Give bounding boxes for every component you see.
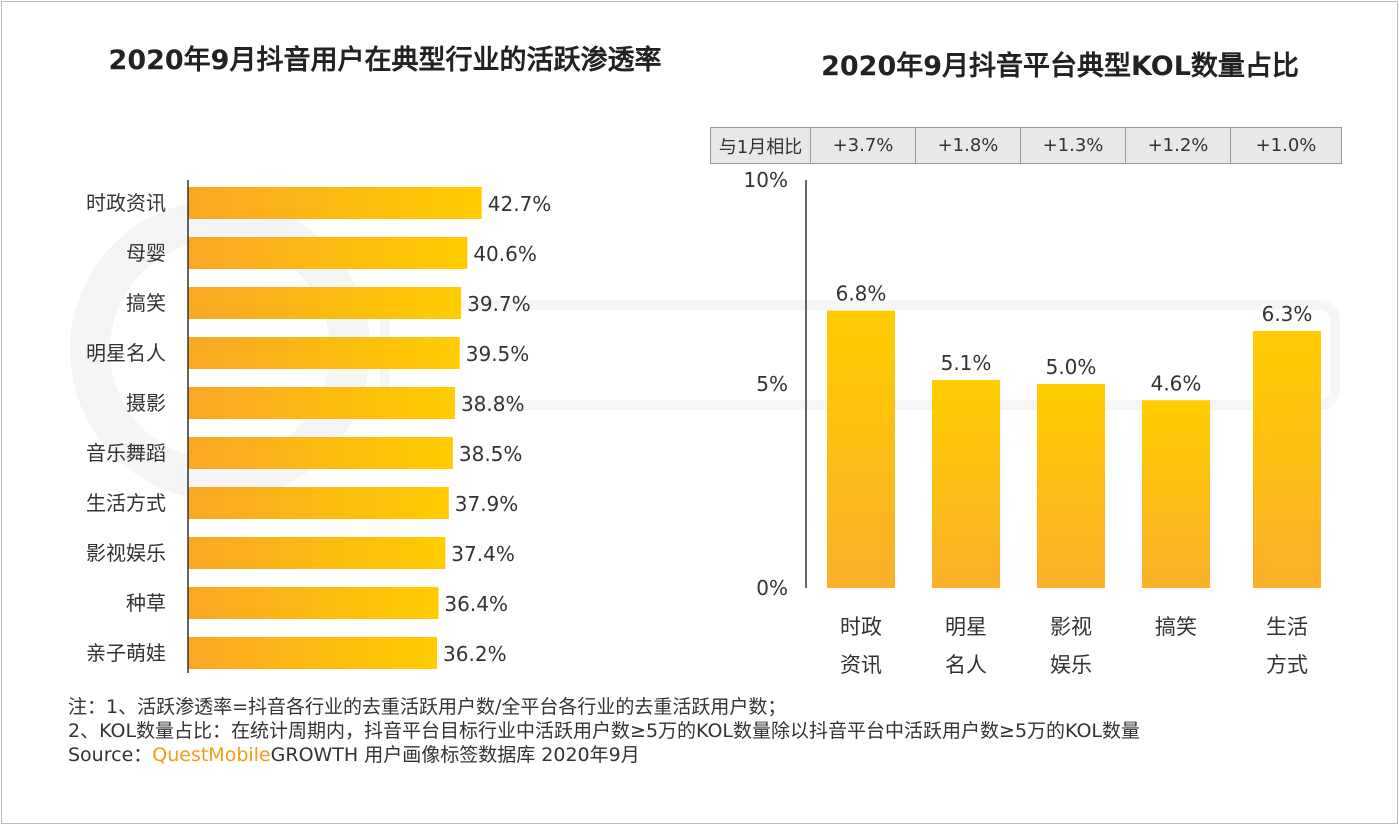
bar [188, 337, 460, 369]
category-label: 母婴 [126, 241, 166, 265]
y-tick-label: 0% [756, 576, 788, 600]
category-label: 明星 [945, 615, 987, 639]
category-label: 时政资讯 [86, 191, 166, 215]
category-label: 方式 [1266, 653, 1308, 677]
category-label: 时政 [840, 615, 882, 639]
notes: 注：1、活跃渗透率=抖音各行业的去重活跃用户数/全平台各行业的去重活跃用户数； … [68, 695, 1308, 767]
data-label: 6.3% [1262, 302, 1313, 326]
bar [1253, 330, 1321, 588]
note-1: 注：1、活跃渗透率=抖音各行业的去重活跃用户数/全平台各行业的去重活跃用户数； [68, 696, 787, 718]
category-label: 摄影 [126, 391, 166, 415]
data-label: 5.0% [1046, 355, 1097, 379]
comparison-value: +3.7% [811, 128, 916, 163]
bar [188, 637, 438, 669]
category-label: 名人 [945, 653, 987, 677]
data-label: 6.8% [836, 282, 887, 306]
comparison-table: 与1月相比 +3.7% +1.8% +1.3% +1.2% +1.0% [710, 127, 1342, 164]
source-prefix: Source： [68, 744, 153, 766]
category-label: 娱乐 [1050, 653, 1092, 677]
bar [188, 537, 446, 569]
data-label: 38.5% [459, 442, 523, 466]
bar [1037, 384, 1105, 588]
data-label: 5.1% [941, 351, 992, 375]
right-chart-title: 2020年9月抖音平台典型KOL数量占比 [821, 51, 1299, 82]
data-label: 42.7% [488, 192, 552, 216]
bar [188, 437, 453, 469]
bar [188, 487, 449, 519]
data-label: 39.7% [467, 292, 531, 316]
bar [932, 379, 1000, 588]
source: Source：QuestMobileGROWTH 用户画像标签数据库 2020年… [68, 743, 1308, 767]
source-rest: GROWTH 用户画像标签数据库 2020年9月 [270, 744, 640, 766]
category-label: 生活方式 [86, 491, 166, 515]
category-label: 搞笑 [126, 291, 166, 315]
source-brand: QuestMobile [152, 744, 271, 766]
category-label: 种草 [126, 591, 166, 615]
data-label: 37.9% [455, 492, 519, 516]
data-label: 37.4% [451, 542, 515, 566]
left-chart-title: 2020年9月抖音用户在典型行业的活跃渗透率 [108, 45, 662, 76]
category-label: 亲子萌娃 [86, 641, 166, 665]
category-label: 资讯 [840, 653, 882, 677]
bar [188, 187, 482, 219]
data-label: 38.8% [461, 392, 525, 416]
bar [188, 587, 439, 619]
data-label: 36.2% [443, 642, 507, 666]
comparison-value: +1.2% [1126, 128, 1231, 163]
comparison-value: +1.8% [916, 128, 1021, 163]
y-tick-label: 5% [756, 372, 788, 396]
category-label: 影视 [1050, 615, 1092, 639]
data-label: 36.4% [444, 592, 508, 616]
bar [827, 310, 895, 588]
comparison-value: +1.3% [1021, 128, 1126, 163]
note-2: 2、KOL数量占比：在统计周期内，抖音平台目标行业中活跃用户数≥5万的KOL数量… [68, 720, 1140, 742]
category-label: 生活 [1266, 615, 1308, 639]
category-label: 影视娱乐 [86, 541, 166, 565]
bar [188, 237, 468, 269]
data-label: 39.5% [466, 342, 530, 366]
category-label: 音乐舞蹈 [86, 441, 166, 465]
comparison-label: 与1月相比 [711, 128, 811, 163]
category-label: 搞笑 [1155, 615, 1197, 639]
comparison-value: +1.0% [1255, 135, 1317, 156]
y-tick-label: 10% [744, 168, 788, 192]
data-label: 4.6% [1151, 371, 1202, 395]
bar [188, 387, 455, 419]
data-label: 40.6% [473, 242, 537, 266]
bar [1142, 400, 1210, 588]
category-label: 明星名人 [86, 341, 166, 365]
bar [188, 287, 462, 319]
